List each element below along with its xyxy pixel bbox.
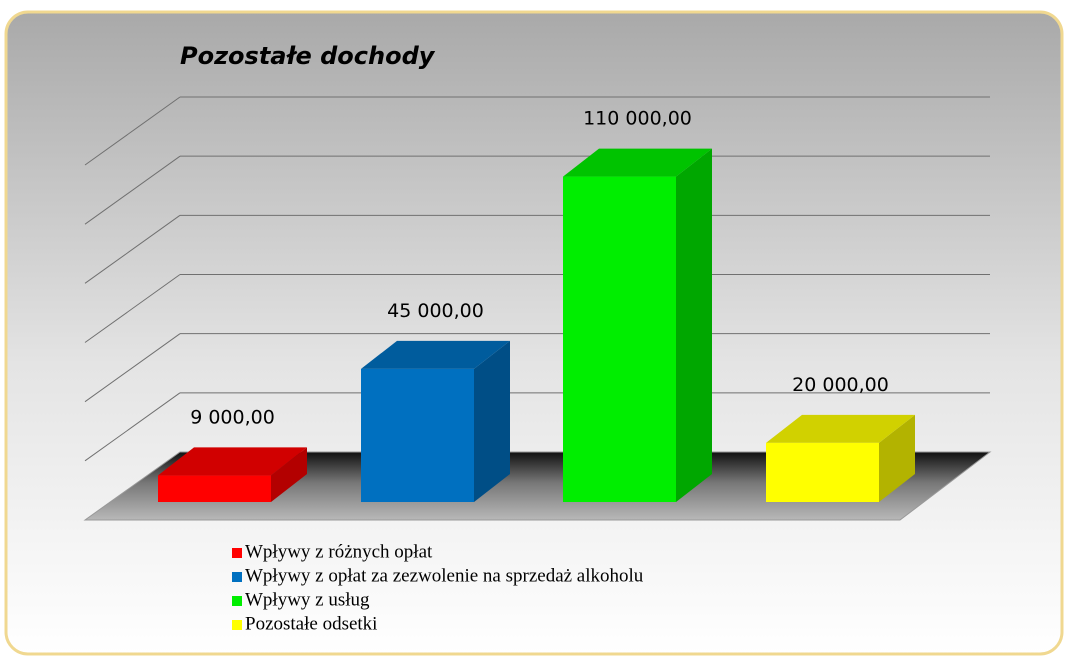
legend-swatch [232, 596, 242, 606]
bar [361, 368, 474, 502]
legend-label: Pozostałe odsetki [245, 613, 377, 634]
grid-line [84, 155, 181, 225]
legend-label: Wpływy z różnych opłat [245, 541, 433, 562]
legend-swatch [232, 548, 242, 558]
floor [83, 451, 992, 521]
legend-label: Wpływy z usług [245, 589, 370, 610]
grid-line [84, 274, 181, 343]
bar-side [271, 447, 307, 502]
legend-label: Wpływy z opłat za zezwolenie na sprzedaż… [245, 565, 644, 586]
chart-title: Pozostałe dochody [180, 42, 436, 70]
grid-line [84, 214, 181, 284]
bar-top [361, 340, 510, 369]
value-label: 9 000,00 [190, 406, 275, 428]
grid-line [84, 392, 181, 462]
grid-line [84, 333, 181, 403]
bar-side [879, 414, 915, 502]
bar-side [474, 340, 510, 502]
bar [766, 442, 879, 502]
bar-top [766, 414, 915, 443]
grid-line [84, 96, 181, 166]
bar [158, 475, 271, 502]
bar-top [158, 447, 307, 476]
bar-side [676, 148, 712, 503]
value-label: 45 000,00 [387, 300, 484, 322]
value-label: 20 000,00 [792, 374, 889, 396]
legend-swatch [232, 572, 242, 582]
bar [563, 176, 676, 503]
bar-top [563, 148, 712, 177]
value-label: 110 000,00 [583, 108, 692, 130]
legend-swatch [232, 620, 242, 630]
